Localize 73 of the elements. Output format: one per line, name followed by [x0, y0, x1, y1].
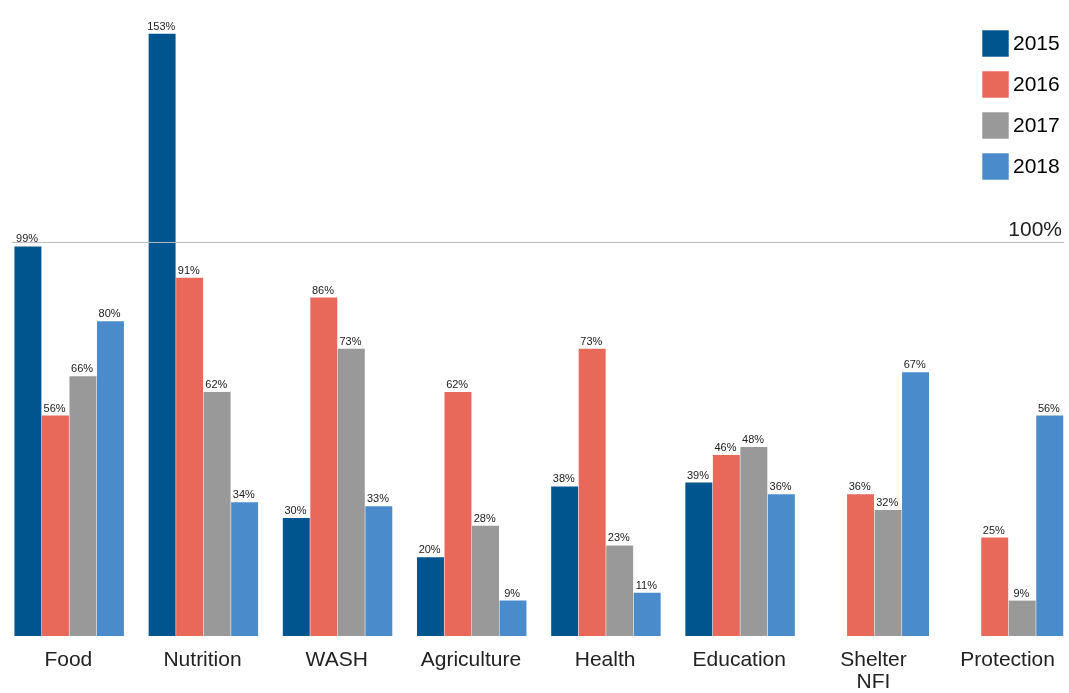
data-label: 80% [98, 307, 121, 320]
bar [847, 494, 875, 636]
data-label: 23% [607, 531, 631, 544]
data-label: 39% [687, 468, 710, 481]
bar [416, 557, 444, 636]
data-label: 38% [552, 472, 576, 485]
bar [176, 277, 204, 636]
data-label: 33% [366, 492, 390, 505]
data-label: 9% [504, 586, 521, 599]
data-label: 66% [71, 362, 94, 375]
data-label: 36% [848, 480, 871, 493]
data-label: 36% [769, 480, 792, 493]
data-label: 73% [580, 334, 603, 347]
x-tick-label: Education [692, 646, 786, 670]
x-tick-label: Protection [960, 646, 1055, 670]
bar [41, 415, 69, 636]
bar [69, 376, 97, 636]
data-label: 32% [876, 496, 899, 509]
bar [767, 494, 795, 636]
legend-label: 2016 [1013, 71, 1060, 95]
bar [633, 592, 661, 636]
bar [231, 502, 259, 636]
bar [902, 372, 930, 636]
data-label: 56% [43, 401, 66, 414]
bar [1008, 600, 1036, 636]
legend-label: 2018 [1013, 153, 1060, 177]
ref-line-label: 100% [1008, 217, 1062, 241]
data-label: 62% [446, 378, 469, 390]
x-tick-label: Shelter NFI [840, 646, 907, 692]
data-label: 25% [982, 523, 1006, 536]
data-label: 62% [205, 378, 228, 390]
data-label: 34% [232, 488, 256, 501]
x-tick-label: Nutrition [163, 646, 242, 670]
data-label: 99% [16, 232, 39, 245]
x-tick-label: Food [44, 646, 93, 670]
bar [337, 348, 365, 636]
bar [712, 454, 740, 636]
bar [310, 297, 338, 636]
data-label: 86% [311, 283, 335, 296]
bar [472, 525, 499, 636]
data-label: 30% [284, 503, 307, 516]
bar [365, 506, 393, 636]
bar [685, 482, 713, 636]
bar [444, 392, 472, 636]
data-label: 9% [1013, 586, 1030, 599]
data-label: 46% [714, 440, 737, 453]
bar [606, 545, 634, 636]
bar [203, 392, 231, 636]
x-tick-label: WASH [305, 646, 368, 670]
x-tick-label: Health [574, 646, 636, 670]
bar [551, 486, 579, 636]
data-label: 73% [339, 334, 362, 347]
legend-label: 2015 [1013, 30, 1060, 54]
bar [96, 321, 124, 636]
data-label: 56% [1037, 401, 1061, 414]
bar [499, 600, 527, 636]
bar [578, 348, 606, 636]
bar [282, 517, 310, 636]
legend-label: 2017 [1013, 112, 1060, 136]
bar [148, 33, 176, 636]
bar [14, 246, 42, 636]
bar [1036, 415, 1064, 636]
bar [874, 510, 902, 636]
data-label: 91% [177, 263, 201, 276]
bar [740, 447, 768, 636]
x-tick-label: Agriculture [420, 646, 522, 670]
data-label: 28% [473, 511, 496, 524]
data-label: 20% [418, 543, 441, 556]
bar [981, 537, 1009, 636]
data-label: 67% [903, 358, 926, 371]
data-label: 11% [635, 578, 658, 591]
data-label: 153% [147, 19, 176, 32]
data-label: 48% [742, 433, 765, 446]
